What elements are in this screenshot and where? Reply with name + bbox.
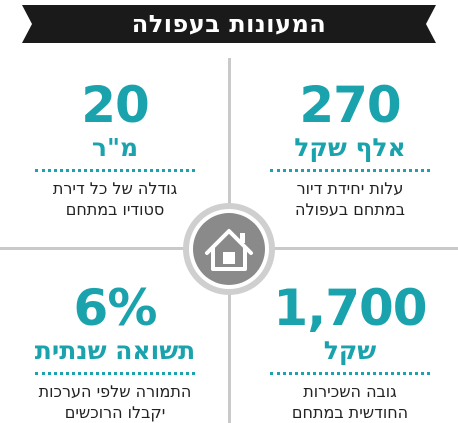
- dotted-separator: [35, 169, 195, 172]
- house-icon: [180, 201, 278, 297]
- stat-description-line: סטודיו במתחם: [65, 200, 165, 219]
- stat-monthly-rent: 1,700 שקל גובה השכירות החודשית במתחם: [250, 283, 450, 423]
- page-title: המעונות בעפולה: [131, 10, 327, 38]
- stat-value: 1,700: [273, 279, 427, 337]
- stat-description-line: גובה השכירות: [303, 382, 397, 401]
- banner-background: [22, 5, 436, 43]
- stat-value: 270: [299, 76, 401, 134]
- stat-description-line: עלות יחידת דיור: [296, 179, 404, 198]
- stat-description: גובה השכירות החודשית במתחם: [250, 381, 450, 423]
- dotted-separator: [270, 372, 430, 375]
- stat-unit: אלף שקל: [294, 133, 406, 162]
- stat-description-line: החודשית במתחם: [291, 403, 409, 422]
- stat-value: 20: [81, 76, 150, 134]
- stat-description: התמורה שלפי הערכות יקבלו הרוכשים: [15, 381, 215, 423]
- stat-unit: תשואה שנתית: [34, 336, 196, 365]
- dotted-separator: [270, 169, 430, 172]
- stat-apartment-size: 20 מ"ר גודלה של כל דירת סטודיו במתחם: [15, 80, 215, 220]
- dotted-separator: [35, 372, 195, 375]
- horizontal-divider-right: [269, 247, 458, 250]
- stat-description: גודלה של כל דירת סטודיו במתחם: [15, 178, 215, 220]
- horizontal-divider-left: [0, 247, 190, 250]
- title-banner: המעונות בעפולה: [22, 5, 436, 43]
- stat-description: עלות יחידת דיור במתחם בעפולה: [250, 178, 450, 220]
- stat-description-line: יקבלו הרוכשים: [64, 403, 166, 422]
- stat-unit-cost: 270 אלף שקל עלות יחידת דיור במתחם בעפולה: [250, 80, 450, 220]
- stat-value: 6%: [73, 279, 158, 337]
- stat-description-line: במתחם בעפולה: [295, 200, 405, 219]
- stat-description-line: גודלה של כל דירת: [52, 179, 178, 198]
- stat-unit: מ"ר: [91, 133, 139, 162]
- stat-description-line: התמורה שלפי הערכות: [38, 382, 192, 401]
- stat-annual-yield: 6% תשואה שנתית התמורה שלפי הערכות יקבלו …: [15, 283, 215, 423]
- stat-unit: שקל: [323, 336, 377, 365]
